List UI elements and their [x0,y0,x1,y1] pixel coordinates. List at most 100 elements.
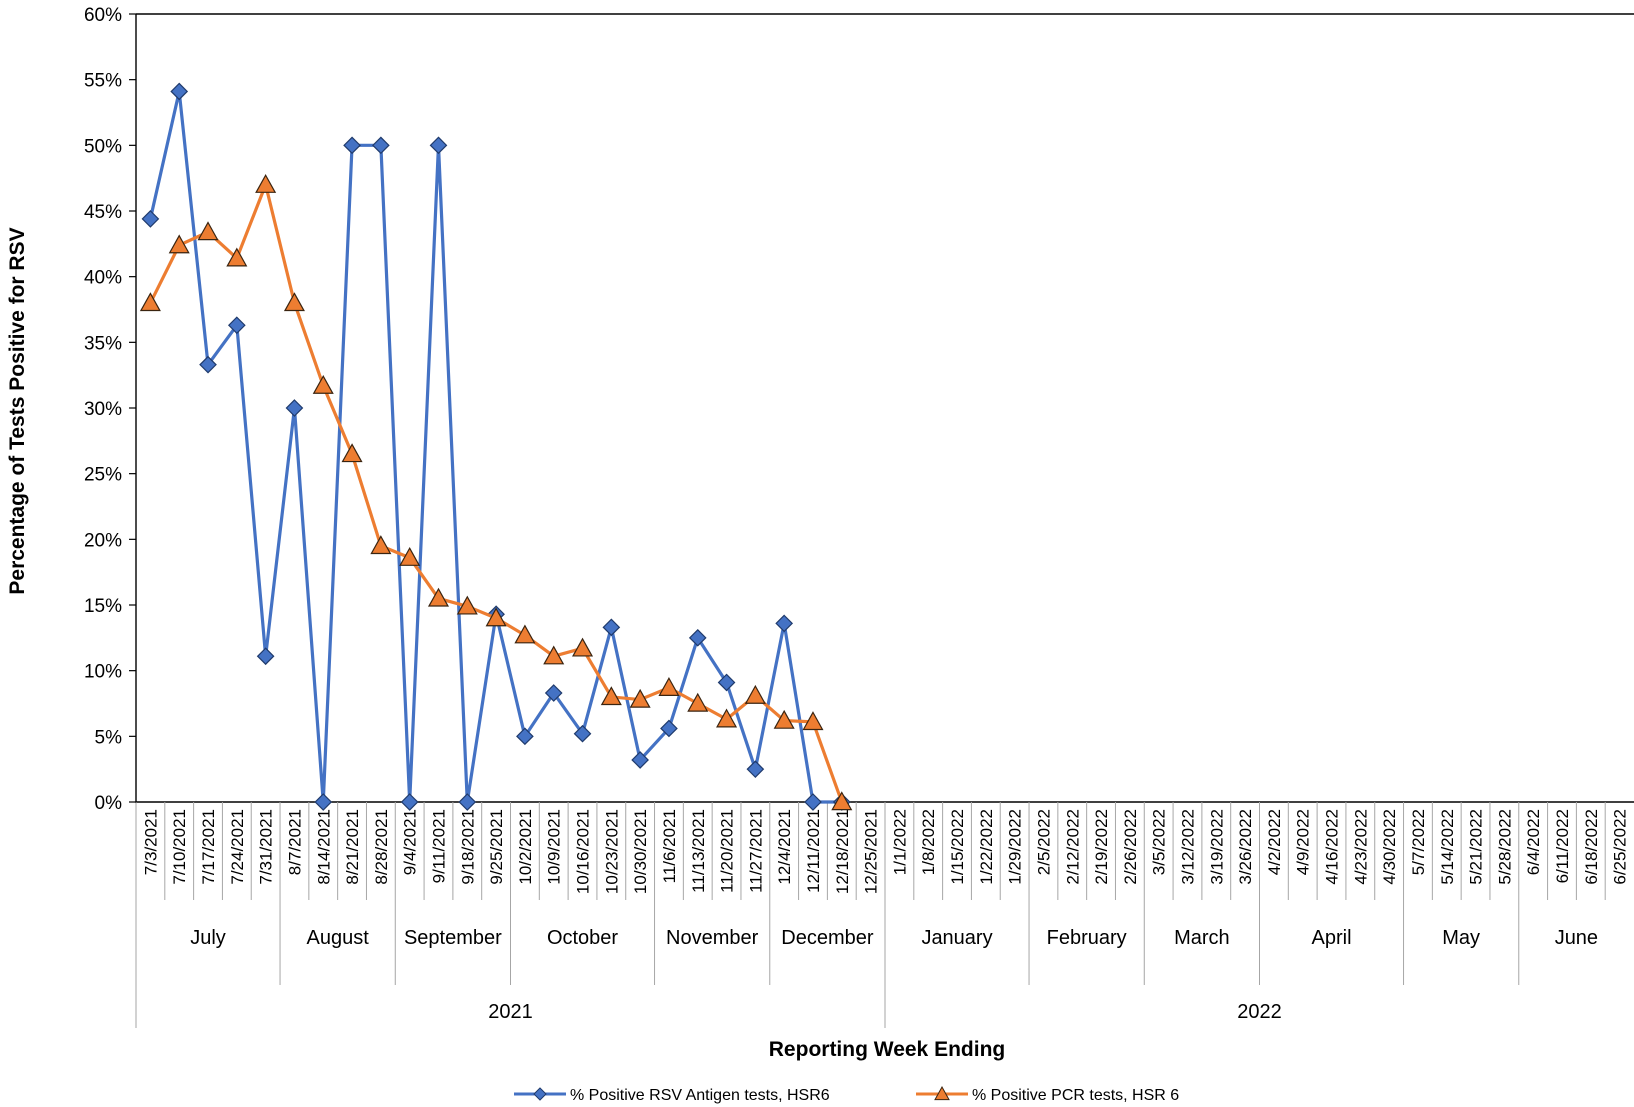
data-point-diamond [285,399,304,417]
series-line [148,89,842,804]
data-point-diamond [314,793,333,811]
data-point-triangle [427,587,450,607]
series-1 [141,82,851,811]
data-point-diamond [141,210,160,228]
x-axis-title: Reporting Week Ending [769,1038,1005,1061]
x-tick-label: 1/29/2022 [1006,809,1025,885]
x-tick-label: 11/27/2021 [746,809,765,893]
y-tick-label: 20% [84,530,122,551]
x-tick-label: 2/26/2022 [1121,809,1140,885]
month-label: February [1047,927,1127,949]
y-tick-label: 5% [95,727,123,748]
data-point-diamond [631,751,649,769]
x-tick-label: 1/15/2022 [948,809,967,885]
month-label: August [307,927,370,949]
x-tick-label: 7/31/2021 [257,809,276,885]
x-tick-label: 7/10/2021 [170,809,189,885]
x-tick-label: 2/5/2022 [1034,809,1053,875]
data-point-triangle [514,624,536,644]
x-tick-label: 12/25/2021 [862,809,881,894]
x-tick-label: 4/9/2022 [1294,809,1313,875]
data-point-triangle [283,292,305,312]
x-tick-label: 4/23/2022 [1351,809,1370,885]
series-layer [139,82,853,811]
legend-marker-triangle [934,1085,950,1101]
month-label: March [1174,927,1230,949]
x-tick-label: 1/22/2022 [977,809,996,885]
month-label: January [921,927,992,949]
y-tick-label: 45% [84,202,122,223]
x-tick-label: 8/7/2021 [285,809,304,875]
data-point-triangle [139,292,161,312]
month-label: December [781,927,874,949]
data-point-triangle [399,546,421,566]
data-point-triangle [802,711,824,731]
x-tick-label: 11/6/2021 [660,809,679,883]
data-point-triangle [255,173,277,193]
data-point-triangle [744,684,766,704]
data-point-triangle [600,686,622,706]
x-tick-label: 6/18/2022 [1582,809,1601,885]
data-point-diamond [602,618,621,637]
y-tick-label: 30% [84,399,122,420]
x-tick-label: 11/13/2021 [689,809,708,893]
x-tick-label: 7/24/2021 [228,809,247,885]
data-point-triangle [658,677,680,696]
month-label: October [547,927,618,949]
x-tick-label: 10/9/2021 [545,809,564,885]
y-tick-label: 25% [84,465,122,486]
series-line [148,183,844,803]
month-label: June [1555,927,1598,949]
legend-marker-diamond [533,1087,547,1101]
data-point-diamond [458,793,477,811]
x-tick-label: 12/4/2021 [775,809,794,885]
data-point-diamond [544,684,563,702]
month-label: November [666,927,759,949]
x-tick-label: 11/20/2021 [718,809,737,893]
data-point-triangle [341,443,363,463]
year-label: 2021 [488,1001,533,1023]
y-tick-label: 0% [95,793,123,814]
data-point-triangle [168,234,190,254]
year-label: 2022 [1237,1001,1282,1023]
data-point-diamond [400,793,419,811]
data-point-triangle [543,645,565,665]
month-label: July [190,927,226,949]
legend-label: % Positive RSV Antigen tests, HSR6 [570,1087,830,1104]
data-point-diamond [343,136,361,155]
y-tick-label: 55% [84,71,122,92]
x-tick-label: 3/12/2022 [1178,809,1197,885]
data-point-triangle [571,637,594,657]
x-tick-label: 7/3/2021 [141,809,160,875]
x-tick-label: 12/18/2021 [833,809,852,894]
data-point-triangle [226,247,248,267]
x-tick-label: 3/5/2022 [1150,809,1169,875]
data-point-diamond [746,760,765,779]
x-tick-label: 4/2/2022 [1265,809,1284,875]
x-tick-label: 9/4/2021 [401,809,420,875]
data-point-diamond [256,647,275,666]
year-labels: 2021 2022 [488,1001,1282,1023]
x-tick-label: 2/19/2022 [1092,809,1111,885]
y-axis-title: Percentage of Tests Positive for RSV [6,227,29,594]
y-tick-label: 10% [84,662,122,683]
x-tick-label: 10/16/2021 [574,809,593,894]
x-tick-label: 1/8/2022 [919,809,938,875]
x-tick-label: 9/25/2021 [487,809,506,885]
y-tick-label: 15% [84,596,122,617]
data-point-diamond [429,136,448,155]
legend-label: % Positive PCR tests, HSR 6 [972,1087,1179,1104]
y-tick-labels: 0% 5% 10% 15% 20% 25% 30% 35% 40% 45% 50% 55% 60% [84,5,136,814]
x-tick-label: 3/19/2022 [1207,809,1226,885]
data-point-diamond [372,136,390,155]
x-tick-label: 6/25/2022 [1611,809,1630,885]
x-tick-label: 5/14/2022 [1438,809,1457,885]
data-point-triangle [456,595,478,615]
legend: % Positive RSV Antigen tests, HSR6 % Posi… [514,1085,1179,1104]
data-point-triangle [629,688,651,708]
x-tick-label: 8/14/2021 [314,809,333,885]
x-tick-label: 8/28/2021 [372,809,391,885]
x-tick-label: 9/18/2021 [458,809,477,885]
data-point-triangle [370,535,392,555]
